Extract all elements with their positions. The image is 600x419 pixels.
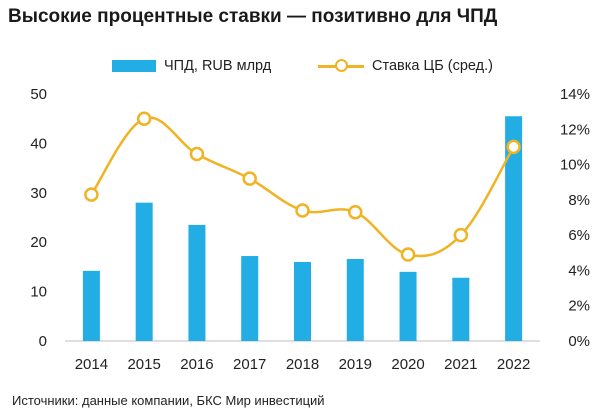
rate-point-2018 bbox=[295, 203, 310, 218]
legend-label-bars: ЧПД, RUB млрд bbox=[164, 58, 272, 74]
bar-2015 bbox=[135, 202, 153, 341]
bar-2022 bbox=[505, 116, 523, 341]
legend-line-swatch bbox=[318, 58, 364, 74]
legend-item-bars: ЧПД, RUB млрд bbox=[112, 58, 271, 74]
y-left-tick-label: 20 bbox=[30, 234, 47, 251]
x-tick-label: 2018 bbox=[286, 356, 319, 373]
x-tick-label: 2020 bbox=[391, 356, 424, 373]
x-tick-label: 2014 bbox=[75, 356, 108, 373]
source-note: Источники: данные компании, БКС Мир инве… bbox=[12, 393, 325, 408]
y-left-tick-label: 40 bbox=[30, 135, 47, 152]
x-tick-label: 2022 bbox=[497, 356, 530, 373]
y-right-tick-label: 14% bbox=[560, 86, 590, 103]
rate-point-2020 bbox=[400, 247, 416, 262]
rate-point-2015 bbox=[136, 111, 152, 126]
rate-line bbox=[90, 116, 515, 258]
rate-point-2014 bbox=[84, 187, 99, 202]
y-right-tick-label: 0% bbox=[568, 333, 590, 350]
chart-title: Высокие процентные ставки — позитивно дл… bbox=[8, 6, 498, 27]
legend: ЧПД, RUB млрд Ставка ЦБ (сред.) bbox=[0, 58, 600, 80]
y-right-tick-label: 12% bbox=[560, 121, 590, 138]
tick-labels: 2014 2015 2016 2017 2018 2019 2020 2021 2022 0 10 2… bbox=[30, 86, 590, 373]
rate-point-2016 bbox=[189, 146, 205, 162]
x-tick-label: 2017 bbox=[233, 356, 266, 373]
bar-2020 bbox=[399, 271, 417, 341]
x-tick-label: 2019 bbox=[339, 356, 372, 373]
line-series bbox=[84, 111, 521, 262]
rate-point-2019 bbox=[348, 204, 363, 220]
y-left-tick-label: 30 bbox=[30, 185, 47, 202]
y-left-tick-label: 0 bbox=[39, 333, 47, 350]
bar-2018 bbox=[294, 261, 311, 341]
x-tick-label: 2015 bbox=[127, 356, 160, 373]
bar-series bbox=[82, 116, 523, 341]
bar-2014 bbox=[82, 270, 100, 341]
y-right-tick-label: 2% bbox=[568, 298, 590, 315]
legend-item-line: Ставка ЦБ (сред.) bbox=[318, 58, 493, 74]
legend-label-line: Ставка ЦБ (сред.) bbox=[372, 58, 493, 74]
y-right-tick-label: 4% bbox=[568, 262, 590, 279]
rate-point-2021 bbox=[453, 227, 469, 243]
y-right-tick-label: 10% bbox=[560, 157, 590, 174]
rate-point-2022 bbox=[506, 139, 521, 155]
rate-point-2017 bbox=[242, 171, 257, 186]
y-left-tick-label: 10 bbox=[30, 284, 47, 301]
bar-2016 bbox=[188, 224, 206, 341]
y-right-tick-label: 8% bbox=[568, 192, 590, 209]
x-tick-label: 2016 bbox=[180, 356, 213, 373]
y-left-tick-label: 50 bbox=[30, 86, 47, 103]
legend-bar-swatch bbox=[112, 60, 156, 72]
bar-2019 bbox=[346, 258, 364, 341]
y-right-tick-label: 6% bbox=[568, 227, 590, 244]
bar-2021 bbox=[452, 277, 470, 341]
x-tick-label: 2021 bbox=[444, 356, 477, 373]
bar-2017 bbox=[241, 256, 259, 341]
